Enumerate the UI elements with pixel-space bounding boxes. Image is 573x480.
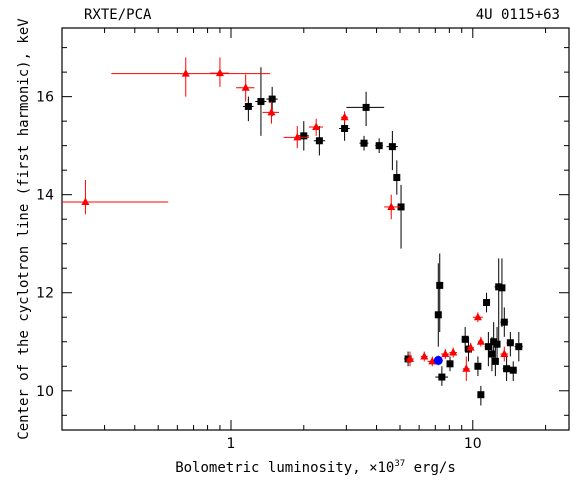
data-point	[346, 92, 384, 126]
data-point	[309, 119, 323, 136]
square-marker	[435, 311, 442, 318]
square-marker	[316, 137, 323, 144]
triangle-marker	[449, 348, 457, 356]
triangle-marker	[462, 364, 470, 372]
data-point	[435, 366, 448, 386]
triangle-marker	[474, 313, 482, 321]
y-axis-label: Center of the cyclotron line (first harm…	[16, 18, 32, 440]
square-marker	[515, 343, 522, 350]
x-tick-label: 10	[464, 436, 482, 452]
square-marker	[492, 358, 499, 365]
circle-marker	[434, 356, 443, 365]
data-point	[420, 352, 428, 362]
data-point	[298, 121, 309, 150]
square-marker	[341, 125, 348, 132]
square-marker	[245, 103, 252, 110]
square-marker	[474, 363, 481, 370]
triangle-marker	[441, 350, 449, 358]
data-point	[510, 361, 517, 381]
axis-ticks	[62, 28, 569, 430]
data-point	[441, 349, 449, 359]
square-marker	[361, 140, 368, 147]
triangle-marker	[216, 69, 224, 77]
tick-labels: 10 12 14 16 1 10	[36, 90, 482, 452]
triangle-marker	[81, 198, 89, 206]
data-point	[485, 332, 492, 366]
square-marker	[498, 284, 505, 291]
square-marker	[447, 360, 454, 367]
data-point	[462, 356, 470, 381]
square-marker	[257, 98, 264, 105]
data-point	[474, 356, 481, 376]
data-point	[263, 102, 280, 124]
triangle-marker	[242, 83, 250, 91]
data-point	[436, 254, 443, 332]
data-point	[435, 263, 442, 346]
square-marker	[462, 336, 469, 343]
data-point	[255, 67, 266, 136]
square-marker	[438, 374, 445, 381]
square-marker	[507, 339, 514, 346]
square-marker	[389, 143, 396, 150]
data-point	[406, 352, 414, 367]
data-point	[387, 131, 398, 170]
data-point	[360, 136, 369, 151]
square-marker	[483, 299, 490, 306]
data-point	[398, 185, 405, 249]
y-tick-label: 10	[36, 384, 54, 400]
data-point	[62, 180, 168, 214]
data-point	[314, 126, 325, 155]
data-point	[515, 332, 523, 361]
triangle-marker	[420, 352, 428, 360]
triangle-marker	[267, 108, 275, 116]
x-axis-label-text: Bolometric luminosity, ×10	[175, 460, 394, 476]
data-point	[473, 312, 483, 322]
plot-frame	[62, 28, 569, 430]
triangle-marker	[387, 202, 395, 210]
data-point	[507, 332, 514, 357]
square-marker	[300, 132, 307, 139]
data-point	[243, 97, 254, 122]
data-point	[449, 348, 457, 358]
data-point	[477, 337, 485, 347]
data-point	[477, 386, 484, 406]
data-point	[384, 195, 400, 220]
square-marker	[376, 142, 383, 149]
square-marker	[503, 365, 510, 372]
square-marker	[393, 174, 400, 181]
chart-title-left: RXTE/PCA	[84, 7, 152, 23]
x-axis-label-unit: erg/s	[405, 460, 456, 476]
data-point	[447, 356, 454, 371]
square-marker	[436, 282, 443, 289]
triangle-marker	[182, 69, 190, 77]
data-point	[284, 126, 309, 148]
data-point	[210, 57, 229, 86]
triangle-marker	[341, 113, 349, 121]
square-marker	[363, 104, 370, 111]
square-marker	[269, 96, 276, 103]
square-marker	[494, 341, 501, 348]
data-point	[393, 160, 400, 194]
chart-title-right: 4U 0115+63	[476, 7, 560, 23]
x-axis-label: Bolometric luminosity, ×1037 erg/s	[175, 459, 456, 476]
y-tick-label: 16	[36, 90, 54, 106]
x-axis-label-exponent: 37	[394, 459, 405, 469]
triangle-marker	[293, 133, 301, 141]
square-marker	[510, 367, 517, 374]
x-tick-label: 1	[227, 436, 236, 452]
data-point	[341, 111, 349, 123]
triangle-marker	[477, 337, 485, 345]
data-point	[375, 138, 383, 153]
square-marker	[477, 391, 484, 398]
y-tick-label: 12	[36, 286, 54, 302]
data-point	[236, 75, 254, 102]
triangle-marker	[500, 350, 508, 358]
data-points	[62, 57, 523, 405]
data-point	[483, 293, 490, 313]
square-marker	[488, 351, 495, 358]
y-tick-label: 14	[36, 188, 54, 204]
square-marker	[501, 319, 508, 326]
